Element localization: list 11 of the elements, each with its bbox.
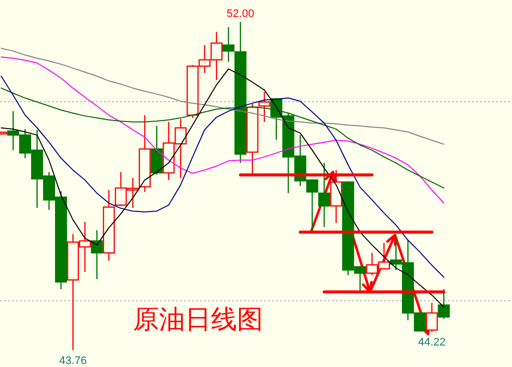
candlestick bbox=[258, 91, 270, 123]
candlestick bbox=[138, 114, 151, 193]
candlestick bbox=[222, 26, 234, 62]
text: 43.76 bbox=[59, 355, 87, 367]
candlestick bbox=[318, 162, 330, 228]
candlestick bbox=[150, 125, 163, 176]
candlestick bbox=[438, 288, 450, 320]
text: 44.22 bbox=[418, 336, 446, 349]
text: 52.00 bbox=[226, 8, 254, 20]
candlestick bbox=[90, 230, 103, 280]
annotation: 原油日线图 bbox=[133, 305, 263, 335]
